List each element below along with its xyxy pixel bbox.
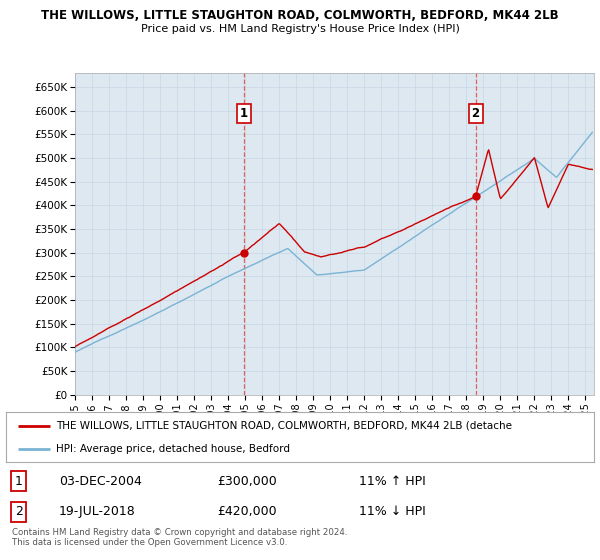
Text: HPI: Average price, detached house, Bedford: HPI: Average price, detached house, Bedf… (56, 445, 290, 454)
Text: Contains HM Land Registry data © Crown copyright and database right 2024.
This d: Contains HM Land Registry data © Crown c… (12, 528, 347, 547)
Text: 2: 2 (472, 106, 479, 119)
Text: 03-DEC-2004: 03-DEC-2004 (59, 475, 142, 488)
Text: £420,000: £420,000 (218, 505, 277, 519)
Text: 19-JUL-2018: 19-JUL-2018 (59, 505, 136, 519)
Text: 2: 2 (15, 505, 23, 519)
Text: Price paid vs. HM Land Registry's House Price Index (HPI): Price paid vs. HM Land Registry's House … (140, 24, 460, 34)
Text: THE WILLOWS, LITTLE STAUGHTON ROAD, COLMWORTH, BEDFORD, MK44 2LB: THE WILLOWS, LITTLE STAUGHTON ROAD, COLM… (41, 9, 559, 22)
Text: 1: 1 (15, 475, 23, 488)
Text: 1: 1 (240, 106, 248, 119)
Text: THE WILLOWS, LITTLE STAUGHTON ROAD, COLMWORTH, BEDFORD, MK44 2LB (detache: THE WILLOWS, LITTLE STAUGHTON ROAD, COLM… (56, 421, 512, 431)
Text: 11% ↓ HPI: 11% ↓ HPI (359, 505, 425, 519)
Text: £300,000: £300,000 (218, 475, 277, 488)
Text: 11% ↑ HPI: 11% ↑ HPI (359, 475, 425, 488)
